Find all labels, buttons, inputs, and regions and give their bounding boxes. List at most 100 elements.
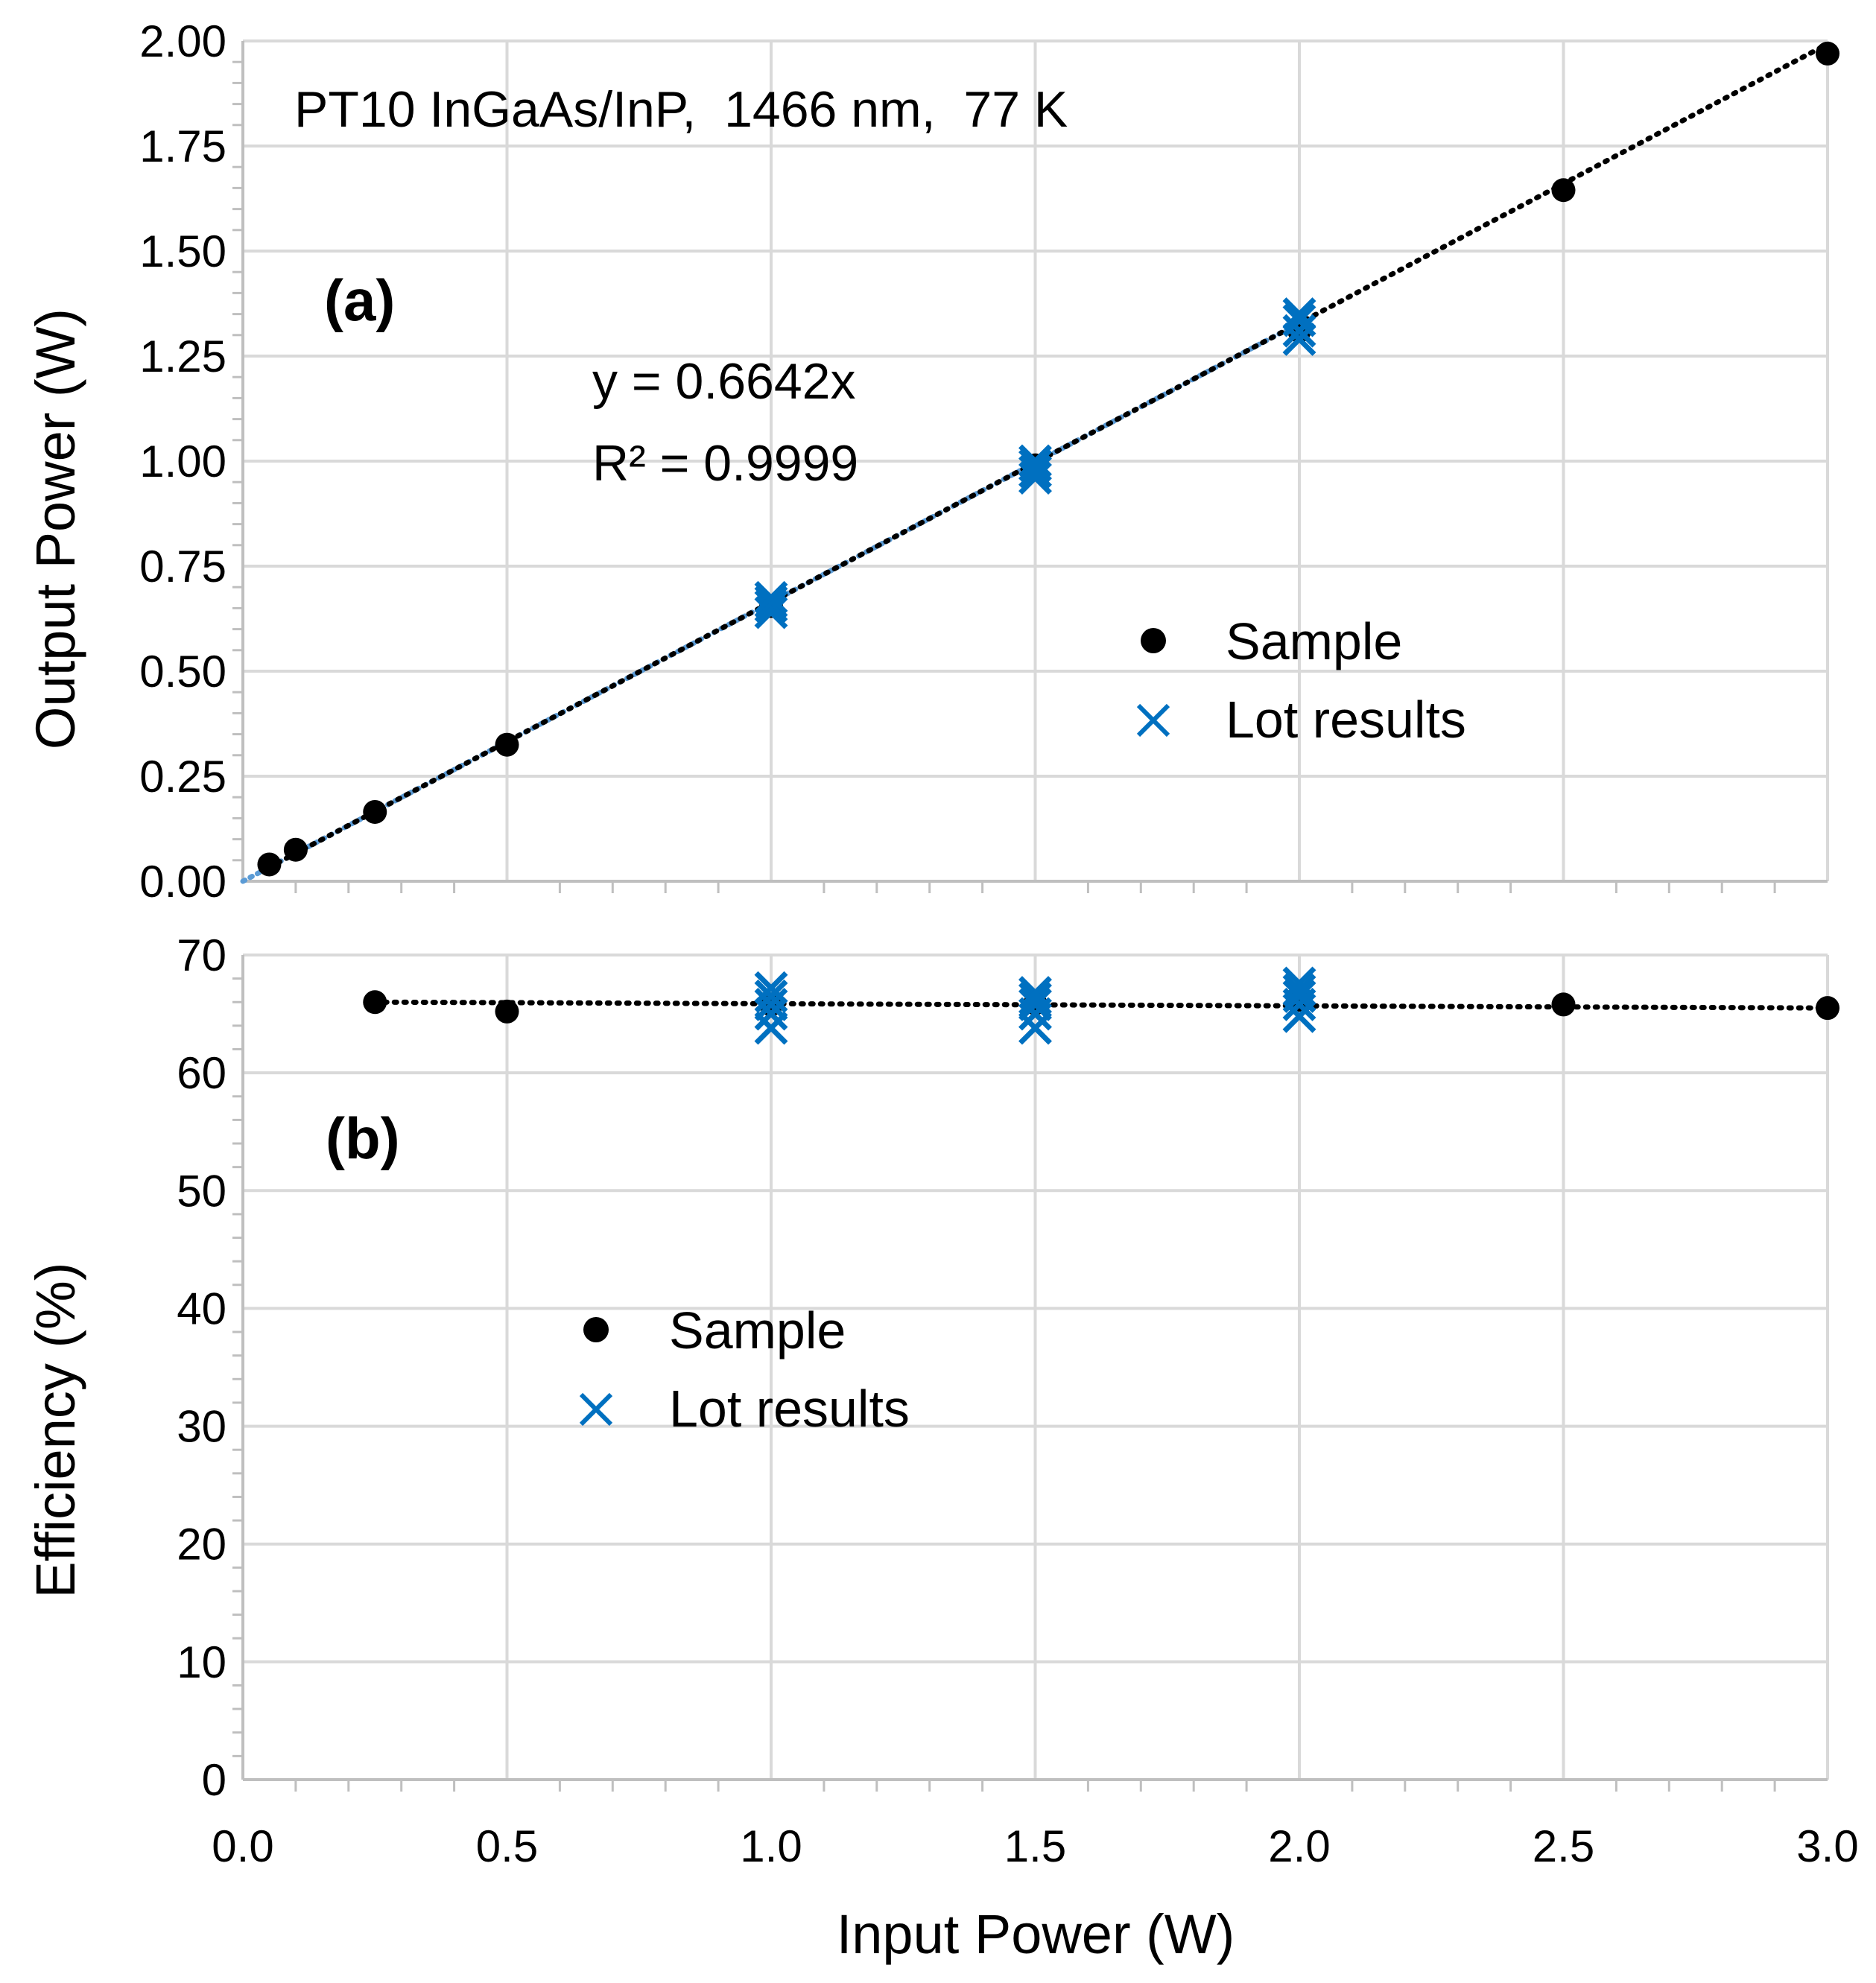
x-tick-label: 1.5 (1004, 1821, 1066, 1871)
x-axis-title: Input Power (W) (837, 1903, 1235, 1965)
panel-a-y-axis-title: Output Power (W) (25, 308, 86, 749)
lot-result-point (1282, 979, 1316, 1013)
legend-lot-results-marker (579, 1392, 613, 1427)
lot-result-point (754, 595, 788, 629)
lot-result-stroke (1018, 976, 1052, 1010)
lot-result-point (754, 589, 788, 624)
fit-r-squared: R² = 0.9999 (592, 435, 858, 492)
panel-b-chart: 0 10 20 30 40 50 60 70 0.0 0.5 1.0 1.5 2.0 2.5 3.0 (b)… (25, 930, 1859, 1965)
sample-point (495, 732, 519, 757)
lot-result-point (1018, 982, 1052, 1015)
legend-sample-marker (1141, 628, 1166, 653)
sample-point (283, 837, 308, 862)
legend-lot-results-marker (1136, 703, 1170, 737)
panel-b-axes (232, 955, 1828, 1792)
lot-result-point (754, 971, 788, 1005)
lot-result-point (754, 1011, 788, 1045)
panel-b-legend: Sample Lot results (579, 1301, 910, 1438)
panel-b-tick-labels: 0 10 20 30 40 50 60 70 0.0 0.5 1.0 1.5 2.0 2.5 3.0 (177, 930, 1858, 1871)
x-tick-label: 2.5 (1533, 1821, 1594, 1871)
lot-result-point (1018, 454, 1052, 489)
fit-equation: y = 0.6642x (592, 353, 855, 410)
sample-point (1816, 996, 1839, 1021)
y-tick-label: 40 (177, 1284, 226, 1333)
lot-result-point (1018, 448, 1052, 483)
panel-b-markers (363, 966, 1839, 1045)
lot-result-point (1282, 973, 1316, 1007)
lot-result-stroke (1018, 987, 1052, 1021)
sample-point (363, 990, 387, 1015)
lot-result-point (1282, 966, 1316, 1000)
lot-result-stroke (1282, 973, 1316, 1007)
lot-result-stroke (1282, 303, 1316, 337)
y-tick-label: 70 (177, 930, 226, 980)
y-tick-label: 0.25 (139, 752, 226, 802)
y-tick-label: 0.50 (139, 647, 226, 697)
lot-result-stroke (754, 1011, 788, 1045)
lot-result-stroke (754, 585, 788, 619)
lot-result-point (1018, 1011, 1052, 1045)
lot-result-point (754, 580, 788, 615)
lot-result-stroke (754, 971, 788, 1005)
lot-result-stroke (754, 979, 788, 1013)
sample-point (363, 799, 387, 824)
lot-result-stroke (1018, 454, 1052, 489)
y-tick-label: 0.00 (139, 857, 226, 907)
y-tick-label: 50 (177, 1166, 226, 1216)
lot-result-stroke (1018, 982, 1052, 1015)
lot-result-point (1018, 444, 1052, 478)
lot-result-stroke (754, 595, 788, 629)
y-tick-label: 0 (202, 1755, 226, 1805)
x-tick-label: 0.5 (476, 1821, 538, 1871)
lot-result-stroke (754, 589, 788, 624)
y-tick-label: 0.75 (139, 542, 226, 591)
lot-result-point (754, 585, 788, 619)
panel-a-gridlines (243, 39, 1829, 881)
panel-b-y-axis-title: Efficiency (%) (25, 1263, 86, 1599)
panel-a-tick-labels: 0.00 0.25 0.50 0.75 1.00 1.25 1.50 1.75 2.00 (139, 16, 226, 907)
lot-result-point (1282, 303, 1316, 337)
panel-a-label: (a) (324, 267, 395, 333)
sample-point (257, 852, 282, 877)
y-tick-label: 1.50 (139, 226, 226, 276)
y-tick-label: 2.00 (139, 16, 226, 66)
legend-sample-label: Sample (1226, 612, 1402, 670)
lot-result-stroke (1018, 1011, 1052, 1045)
lot-result-point (1018, 976, 1052, 1010)
panel-a-legend: Sample Lot results (1136, 612, 1466, 749)
legend-lot-results-label: Lot results (669, 1380, 910, 1438)
lot-result-stroke (1282, 966, 1316, 1000)
y-tick-label: 1.00 (139, 437, 226, 486)
panel-b-gridlines (243, 954, 1829, 1780)
lot-result-point (754, 979, 788, 1013)
y-tick-label: 1.75 (139, 121, 226, 171)
y-tick-label: 30 (177, 1402, 226, 1452)
lot-result-stroke (1018, 448, 1052, 483)
y-tick-label: 60 (177, 1048, 226, 1098)
legend-sample-marker (583, 1317, 609, 1342)
lot-result-point (1282, 297, 1316, 331)
sample-point (1816, 41, 1839, 66)
lot-result-stroke (1282, 979, 1316, 1013)
lot-result-stroke (754, 580, 788, 615)
panel-a-chart: 0.00 0.25 0.50 0.75 1.00 1.25 1.50 1.75 2.00 PT1… (25, 16, 1839, 907)
panel-b-label: (b) (326, 1105, 400, 1171)
lot-result-point (1018, 987, 1052, 1021)
sample-trendline (372, 999, 1831, 1011)
x-tick-label: 0.0 (212, 1821, 273, 1871)
lot-result-stroke (1282, 297, 1316, 331)
legend-lot-results-label: Lot results (1226, 691, 1466, 749)
y-tick-label: 1.25 (139, 331, 226, 381)
y-tick-label: 20 (177, 1520, 226, 1570)
sample-point (495, 999, 519, 1024)
sample-point (1551, 178, 1576, 203)
x-tick-label: 1.0 (740, 1821, 802, 1871)
x-tick-label: 2.0 (1268, 1821, 1330, 1871)
x-tick-label: 3.0 (1796, 1821, 1858, 1871)
panel-a-markers (257, 41, 1839, 877)
legend-sample-label: Sample (669, 1301, 846, 1359)
chart-title-annotation: PT10 InGaAs/InP, 1466 nm, 77 K (294, 81, 1068, 138)
y-tick-label: 10 (177, 1637, 226, 1687)
panel-a-axes (232, 41, 1828, 893)
